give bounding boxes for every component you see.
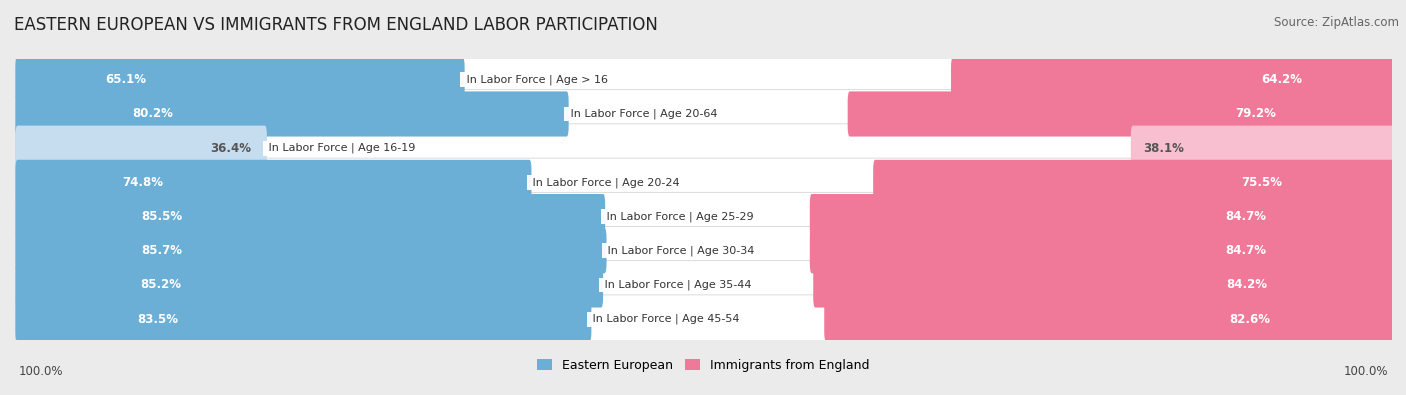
FancyBboxPatch shape <box>950 57 1393 102</box>
FancyBboxPatch shape <box>15 91 568 137</box>
Text: In Labor Force | Age 25-29: In Labor Force | Age 25-29 <box>603 211 758 222</box>
Text: 100.0%: 100.0% <box>18 365 63 378</box>
FancyBboxPatch shape <box>15 160 531 205</box>
Text: In Labor Force | Age 16-19: In Labor Force | Age 16-19 <box>264 143 419 153</box>
FancyBboxPatch shape <box>15 261 1391 309</box>
FancyBboxPatch shape <box>15 226 1391 275</box>
FancyBboxPatch shape <box>1130 126 1393 171</box>
FancyBboxPatch shape <box>15 57 464 102</box>
FancyBboxPatch shape <box>15 192 1391 241</box>
Text: 84.7%: 84.7% <box>1226 244 1267 257</box>
FancyBboxPatch shape <box>15 158 1391 207</box>
Text: 36.4%: 36.4% <box>209 142 252 155</box>
FancyBboxPatch shape <box>15 297 592 342</box>
Text: 84.2%: 84.2% <box>1226 278 1267 292</box>
Text: In Labor Force | Age > 16: In Labor Force | Age > 16 <box>463 75 612 85</box>
FancyBboxPatch shape <box>824 297 1393 342</box>
Text: 82.6%: 82.6% <box>1229 313 1270 326</box>
FancyBboxPatch shape <box>813 262 1393 308</box>
Text: Source: ZipAtlas.com: Source: ZipAtlas.com <box>1274 16 1399 29</box>
FancyBboxPatch shape <box>15 295 1391 344</box>
Text: 80.2%: 80.2% <box>132 107 173 120</box>
FancyBboxPatch shape <box>810 228 1393 273</box>
Text: EASTERN EUROPEAN VS IMMIGRANTS FROM ENGLAND LABOR PARTICIPATION: EASTERN EUROPEAN VS IMMIGRANTS FROM ENGL… <box>14 16 658 34</box>
Text: 75.5%: 75.5% <box>1241 176 1282 189</box>
FancyBboxPatch shape <box>15 126 267 171</box>
FancyBboxPatch shape <box>848 91 1393 137</box>
Text: 38.1%: 38.1% <box>1143 142 1184 155</box>
Text: 64.2%: 64.2% <box>1261 73 1302 86</box>
Text: In Labor Force | Age 35-44: In Labor Force | Age 35-44 <box>600 280 755 290</box>
Text: 85.7%: 85.7% <box>141 244 183 257</box>
Text: 83.5%: 83.5% <box>138 313 179 326</box>
Text: In Labor Force | Age 30-34: In Labor Force | Age 30-34 <box>605 246 758 256</box>
Text: 85.2%: 85.2% <box>141 278 181 292</box>
Text: In Labor Force | Age 20-64: In Labor Force | Age 20-64 <box>567 109 721 119</box>
FancyBboxPatch shape <box>15 228 606 273</box>
Text: 65.1%: 65.1% <box>105 73 146 86</box>
Text: 85.5%: 85.5% <box>141 210 181 223</box>
FancyBboxPatch shape <box>810 194 1393 239</box>
Text: 74.8%: 74.8% <box>122 176 163 189</box>
Text: In Labor Force | Age 20-24: In Labor Force | Age 20-24 <box>530 177 683 188</box>
Text: In Labor Force | Age 45-54: In Labor Force | Age 45-54 <box>589 314 744 324</box>
FancyBboxPatch shape <box>15 55 1391 104</box>
Text: 100.0%: 100.0% <box>1343 365 1388 378</box>
Text: 84.7%: 84.7% <box>1226 210 1267 223</box>
Legend: Eastern European, Immigrants from England: Eastern European, Immigrants from Englan… <box>531 354 875 377</box>
FancyBboxPatch shape <box>15 262 603 308</box>
FancyBboxPatch shape <box>873 160 1393 205</box>
FancyBboxPatch shape <box>15 124 1391 173</box>
Text: 79.2%: 79.2% <box>1234 107 1277 120</box>
FancyBboxPatch shape <box>15 194 605 239</box>
FancyBboxPatch shape <box>15 90 1391 138</box>
